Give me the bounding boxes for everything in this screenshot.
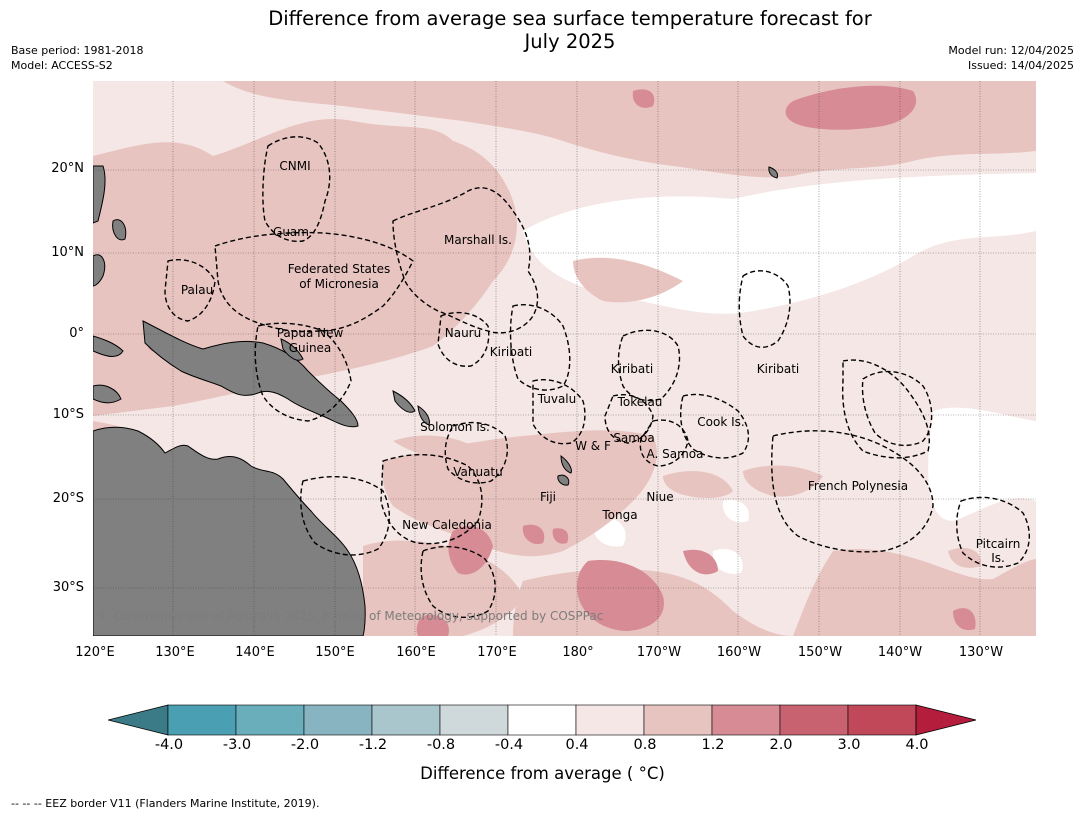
cb-tick-10: 3.0 <box>837 737 861 753</box>
colorbar-extend-high <box>915 704 977 736</box>
label-kiribati-central: Kiribati <box>611 362 653 376</box>
colorbar-label: Difference from average ( °C) <box>420 764 665 783</box>
model-name: Model: ACCESS-S2 <box>11 59 113 72</box>
colorbar-bin <box>507 704 577 736</box>
y-tick-20s: 20°S <box>52 491 84 506</box>
label-cook: Cook Is. <box>697 415 744 429</box>
graticule <box>93 81 1036 636</box>
label-palau: Palau <box>181 283 213 297</box>
x-tick-150w: 150°W <box>797 645 843 660</box>
label-vanuatu: Vanuatu <box>453 465 503 479</box>
meta-left: Base period: 1981-2018 Model: ACCESS-S2 <box>11 43 143 73</box>
label-fiji: Fiji <box>540 490 556 504</box>
label-wf: W & F <box>575 439 611 453</box>
x-tick-160w: 160°W <box>716 645 762 660</box>
x-tick-140w: 140°W <box>877 645 923 660</box>
label-png-1: Papua New <box>277 326 344 340</box>
label-samoa: Samoa <box>613 431 654 445</box>
x-tick-180: 180° <box>562 645 594 660</box>
y-tick-10s: 10°S <box>52 407 84 422</box>
label-tokelau: Tokelau <box>617 395 663 409</box>
x-tick-130e: 130°E <box>155 645 195 660</box>
colorbar-bin <box>371 704 441 736</box>
cb-tick-8: 1.2 <box>701 737 725 753</box>
label-fsm-2: of Micronesia <box>299 277 379 291</box>
colorbar-bin <box>779 704 849 736</box>
issued-date: Issued: 14/04/2025 <box>967 59 1074 72</box>
label-new-caledonia: New Caledonia <box>402 518 492 532</box>
eez-borders <box>164 136 1030 618</box>
y-tick-0: 0° <box>69 326 84 341</box>
cb-tick-11: 4.0 <box>905 737 929 753</box>
y-tick-20n: 20°N <box>51 161 84 176</box>
label-guam: Guam <box>273 225 309 239</box>
x-tick-170e: 170°E <box>477 645 517 660</box>
cb-tick-0: -4.0 <box>154 737 184 753</box>
label-asamoa: A. Samoa <box>647 447 704 461</box>
eez-footnote: -- -- -- EEZ border V11 (Flanders Marine… <box>11 797 320 810</box>
x-tick-150e: 150°E <box>315 645 355 660</box>
label-french-polynesia: French Polynesia <box>808 479 908 493</box>
cb-tick-5: -0.4 <box>494 737 524 753</box>
colorbar-bin <box>303 704 373 736</box>
colorbar-bin <box>643 704 713 736</box>
label-cnmi: CNMI <box>279 159 310 173</box>
label-kiribati-east: Kiribati <box>757 362 799 376</box>
cb-tick-1: -3.0 <box>222 737 252 753</box>
label-solomon: Solomon Is. <box>420 420 490 434</box>
cb-tick-2: -2.0 <box>290 737 320 753</box>
colorbar-bin <box>439 704 509 736</box>
title-line-2: July 2025 <box>524 30 616 53</box>
meta-right: Model run: 12/04/2025 Issued: 14/04/2025 <box>948 43 1074 73</box>
base-period: Base period: 1981-2018 <box>11 44 144 57</box>
x-tick-130w: 130°W <box>958 645 1004 660</box>
colorbar-bin <box>575 704 645 736</box>
y-tick-10n: 10°N <box>51 245 84 260</box>
label-tonga: Tonga <box>601 508 637 522</box>
title-line-1: Difference from average sea surface temp… <box>268 7 872 30</box>
cb-tick-6: 0.4 <box>565 737 589 753</box>
colorbar-bin <box>847 704 917 736</box>
cb-tick-7: 0.8 <box>633 737 657 753</box>
y-tick-30s: 30°S <box>52 580 84 595</box>
label-nauru: Nauru <box>445 326 481 340</box>
x-tick-170w: 170°W <box>636 645 682 660</box>
copyright-notice: © Commonwealth of Australia 2025, Bureau… <box>98 609 604 623</box>
label-pitcairn-1: Pitcairn <box>976 537 1021 551</box>
warm-areas <box>147 85 976 636</box>
colorbar-bin <box>711 704 781 736</box>
x-tick-140e: 140°E <box>235 645 275 660</box>
label-png-2: Guinea <box>289 341 332 355</box>
label-niue: Niue <box>646 490 673 504</box>
colorbar <box>108 704 977 736</box>
model-run: Model run: 12/04/2025 <box>948 44 1074 57</box>
label-kiribati-west: Kiribati <box>490 345 532 359</box>
x-tick-160e: 160°E <box>396 645 436 660</box>
colorbar-bin <box>235 704 305 736</box>
label-fsm-1: Federated States <box>288 262 390 276</box>
x-tick-120e: 120°E <box>75 645 115 660</box>
colorbar-bin <box>167 704 237 736</box>
chart-title: Difference from average sea surface temp… <box>0 7 1085 53</box>
label-marshall: Marshall Is. <box>444 233 512 247</box>
cb-tick-3: -1.2 <box>358 737 388 753</box>
cb-tick-4: -0.8 <box>426 737 456 753</box>
colorbar-extend-low <box>108 704 169 736</box>
label-pitcairn-2: Is. <box>991 551 1005 565</box>
sst-anomaly-map: CNMI Guam Marshall Is. Federated States … <box>93 81 1036 636</box>
label-tuvalu: Tuvalu <box>537 392 577 406</box>
cb-tick-9: 2.0 <box>769 737 793 753</box>
region-labels: CNMI Guam Marshall Is. Federated States … <box>181 159 1020 565</box>
